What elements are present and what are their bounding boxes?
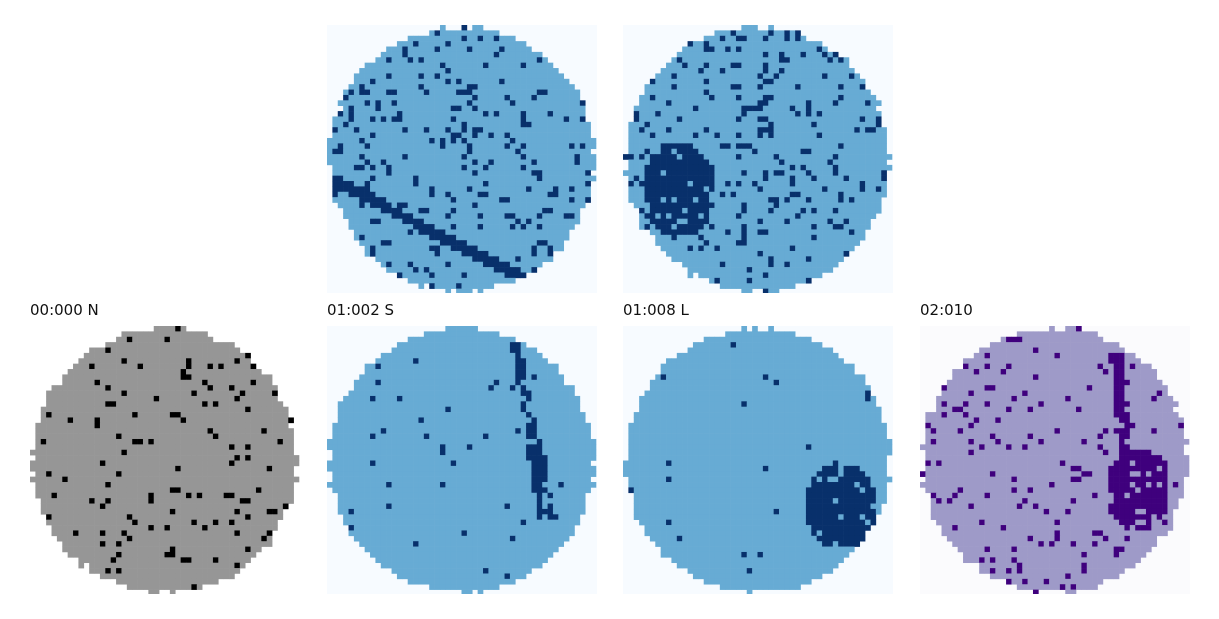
panel-label: 02:010 xyxy=(920,301,973,319)
grid-map-01-002-s xyxy=(327,326,597,594)
grid-map-top-1 xyxy=(327,25,597,293)
grid-map-01-008-l xyxy=(623,326,893,594)
grid-map-00-000-n xyxy=(30,326,300,594)
grid-map-02-010 xyxy=(920,326,1190,594)
panel-label: 01:002 S xyxy=(327,301,395,319)
grid-map-top-2 xyxy=(623,25,893,293)
panel-label: 00:000 N xyxy=(30,301,99,319)
panel-label: 01:008 L xyxy=(623,301,689,319)
